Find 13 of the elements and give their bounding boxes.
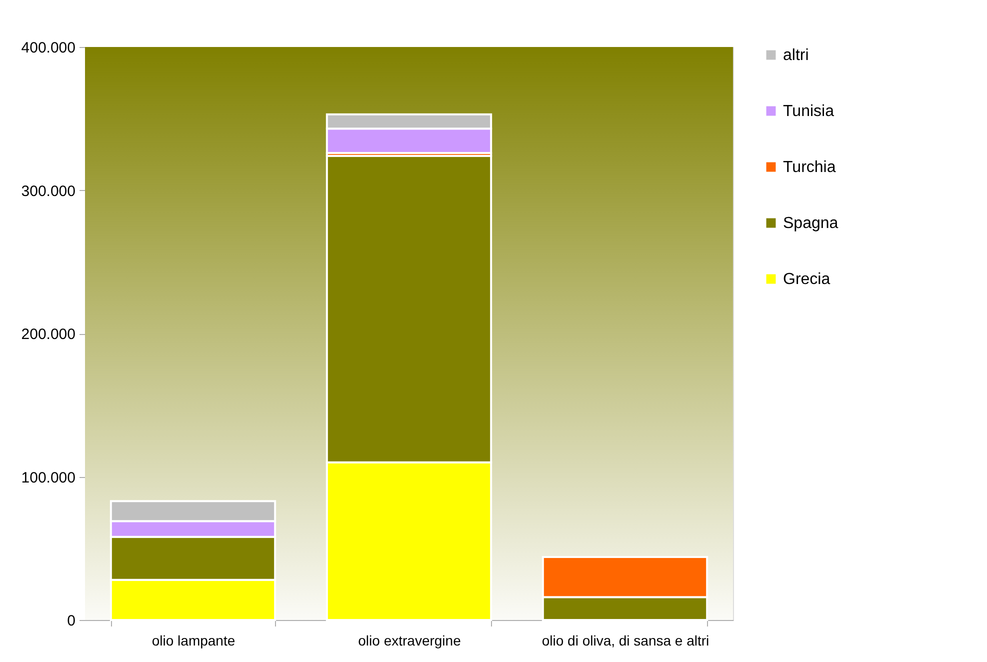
y-tick-label: 0 <box>67 612 76 630</box>
y-tick-label: 100.000 <box>21 469 76 486</box>
x-tick-label: olio lampante <box>152 632 236 648</box>
y-tick-label: 300.000 <box>21 182 76 200</box>
y-tick-label: 200.000 <box>21 326 76 343</box>
x-tick-label: olio di oliva, di sansa e altri <box>542 632 710 648</box>
legend-label: Tunisia <box>783 103 834 120</box>
y-tick-label: 400.000 <box>21 40 76 56</box>
legend-label: altri <box>783 47 809 64</box>
legend-label: Turchia <box>783 159 836 176</box>
legend-label: Grecia <box>783 271 830 288</box>
x-tick-label: olio extravergine <box>358 632 462 648</box>
legend-label: Spagna <box>783 215 838 232</box>
